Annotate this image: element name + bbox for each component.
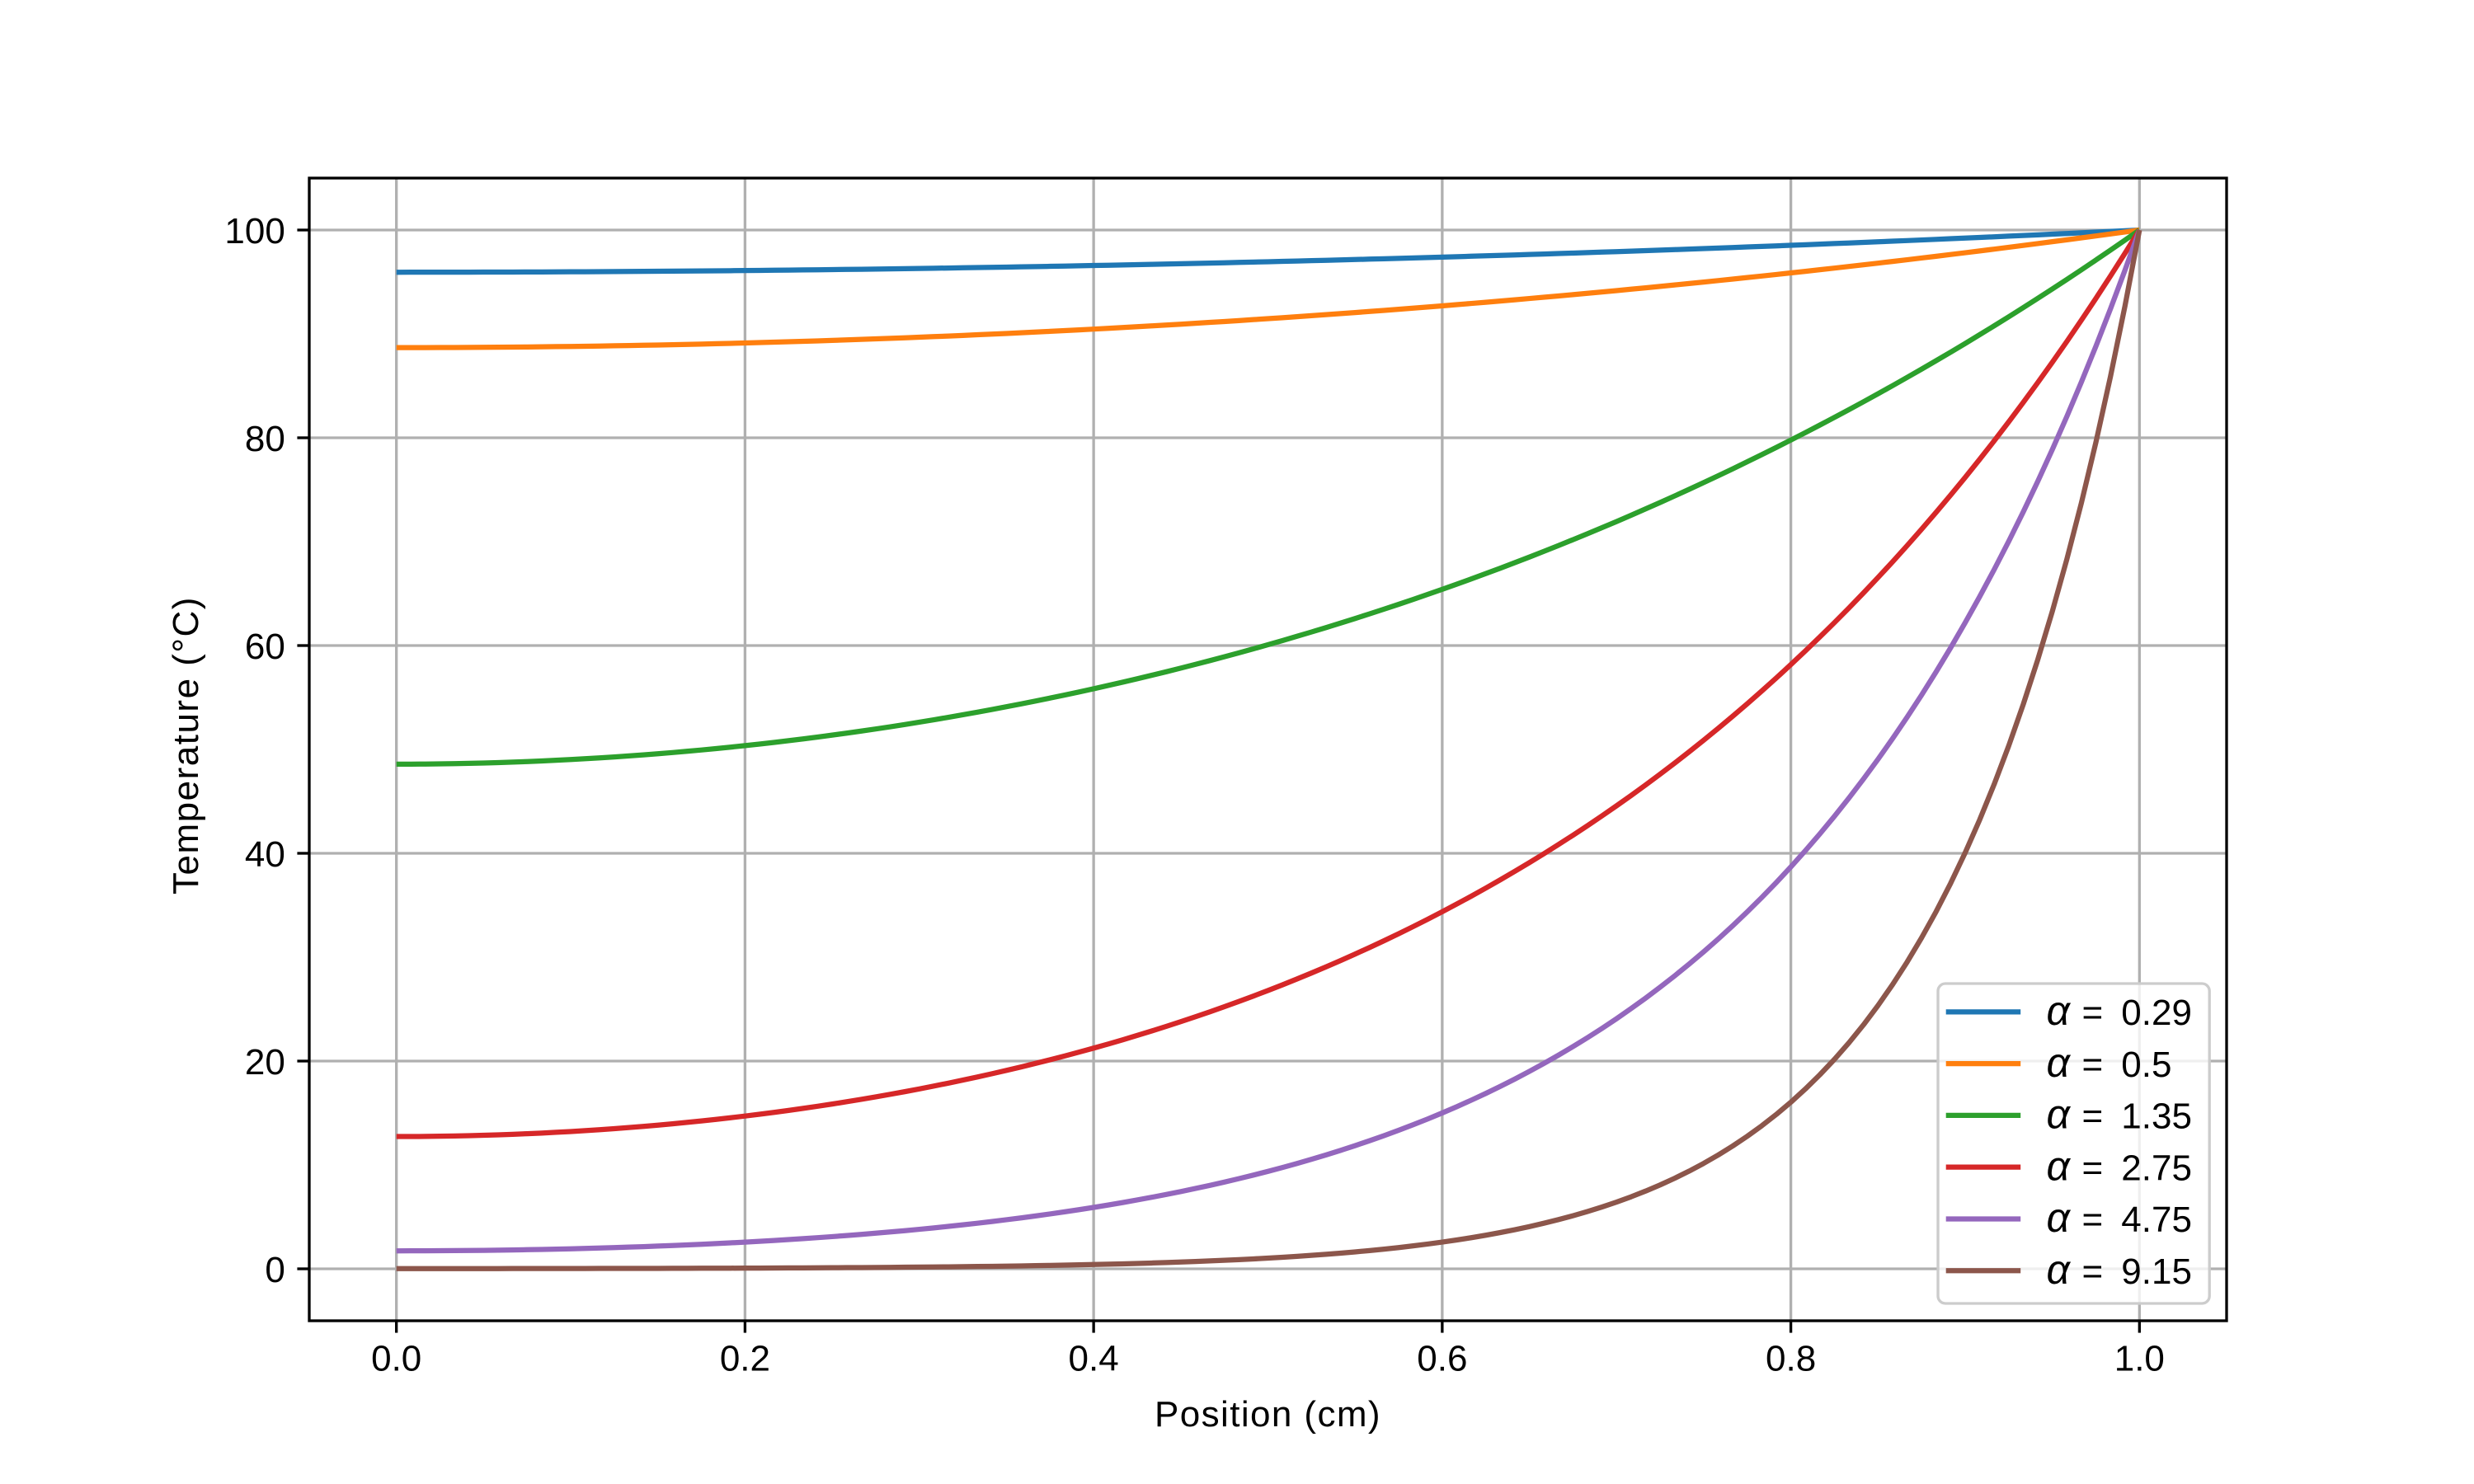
svg-text:40: 40 (245, 834, 285, 875)
svg-text:0: 0 (265, 1250, 285, 1290)
svg-text:0.6: 0.6 (1417, 1339, 1467, 1379)
svg-text:α=4.75: α = 4.75 (2047, 1195, 2192, 1241)
svg-text:80: 80 (245, 419, 285, 459)
svg-text:0.2: 0.2 (720, 1339, 770, 1379)
svg-text:α=9.15: α = 9.15 (2047, 1247, 2192, 1293)
svg-text:100: 100 (224, 211, 285, 251)
svg-text:α=1.35: α = 1.35 (2047, 1092, 2192, 1138)
svg-text:Temperature (°C): Temperature (°C) (166, 596, 206, 895)
svg-text:0.8: 0.8 (1766, 1339, 1816, 1379)
svg-text:Position (cm): Position (cm) (1155, 1394, 1381, 1435)
svg-text:20: 20 (245, 1042, 285, 1082)
svg-text:α=2.75: α = 2.75 (2047, 1143, 2192, 1189)
svg-text:α=0.5: α = 0.5 (2047, 1040, 2172, 1086)
svg-text:0.0: 0.0 (371, 1339, 421, 1379)
svg-text:60: 60 (245, 627, 285, 667)
svg-text:α=0.29: α = 0.29 (2047, 988, 2192, 1034)
svg-text:0.4: 0.4 (1069, 1339, 1119, 1379)
svg-text:1.0: 1.0 (2114, 1339, 2165, 1379)
